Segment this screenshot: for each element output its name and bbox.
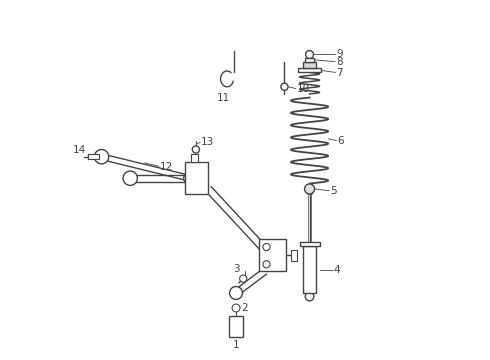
Text: 10: 10 [296,84,310,94]
Text: 11: 11 [217,93,230,103]
Circle shape [123,171,137,185]
Circle shape [192,146,199,153]
Circle shape [306,50,314,58]
Bar [305,58,314,62]
Bar [303,246,316,293]
Circle shape [281,83,288,90]
Text: 3: 3 [233,264,239,274]
Bar [185,162,208,194]
Bar [298,68,321,72]
Circle shape [95,149,109,164]
Bar [259,239,286,271]
Text: 5: 5 [330,186,337,197]
Bar [303,62,316,68]
Circle shape [263,243,270,251]
Text: 6: 6 [337,136,344,146]
Circle shape [230,287,243,300]
Text: 13: 13 [201,138,214,147]
Bar [299,242,319,246]
Text: 2: 2 [241,303,247,313]
Text: 1: 1 [233,340,239,350]
Bar [229,316,243,337]
Circle shape [184,172,195,184]
Text: 14: 14 [73,144,86,154]
Text: 12: 12 [160,162,173,172]
Bar [191,154,198,162]
Circle shape [232,304,240,312]
Bar [88,154,98,159]
Circle shape [240,275,247,282]
Circle shape [305,292,314,301]
Circle shape [304,184,315,194]
Text: 8: 8 [336,57,343,67]
Text: 7: 7 [336,68,343,78]
Text: 9: 9 [336,49,343,59]
Bar [291,250,297,261]
Circle shape [263,261,270,268]
Text: 4: 4 [334,265,340,275]
